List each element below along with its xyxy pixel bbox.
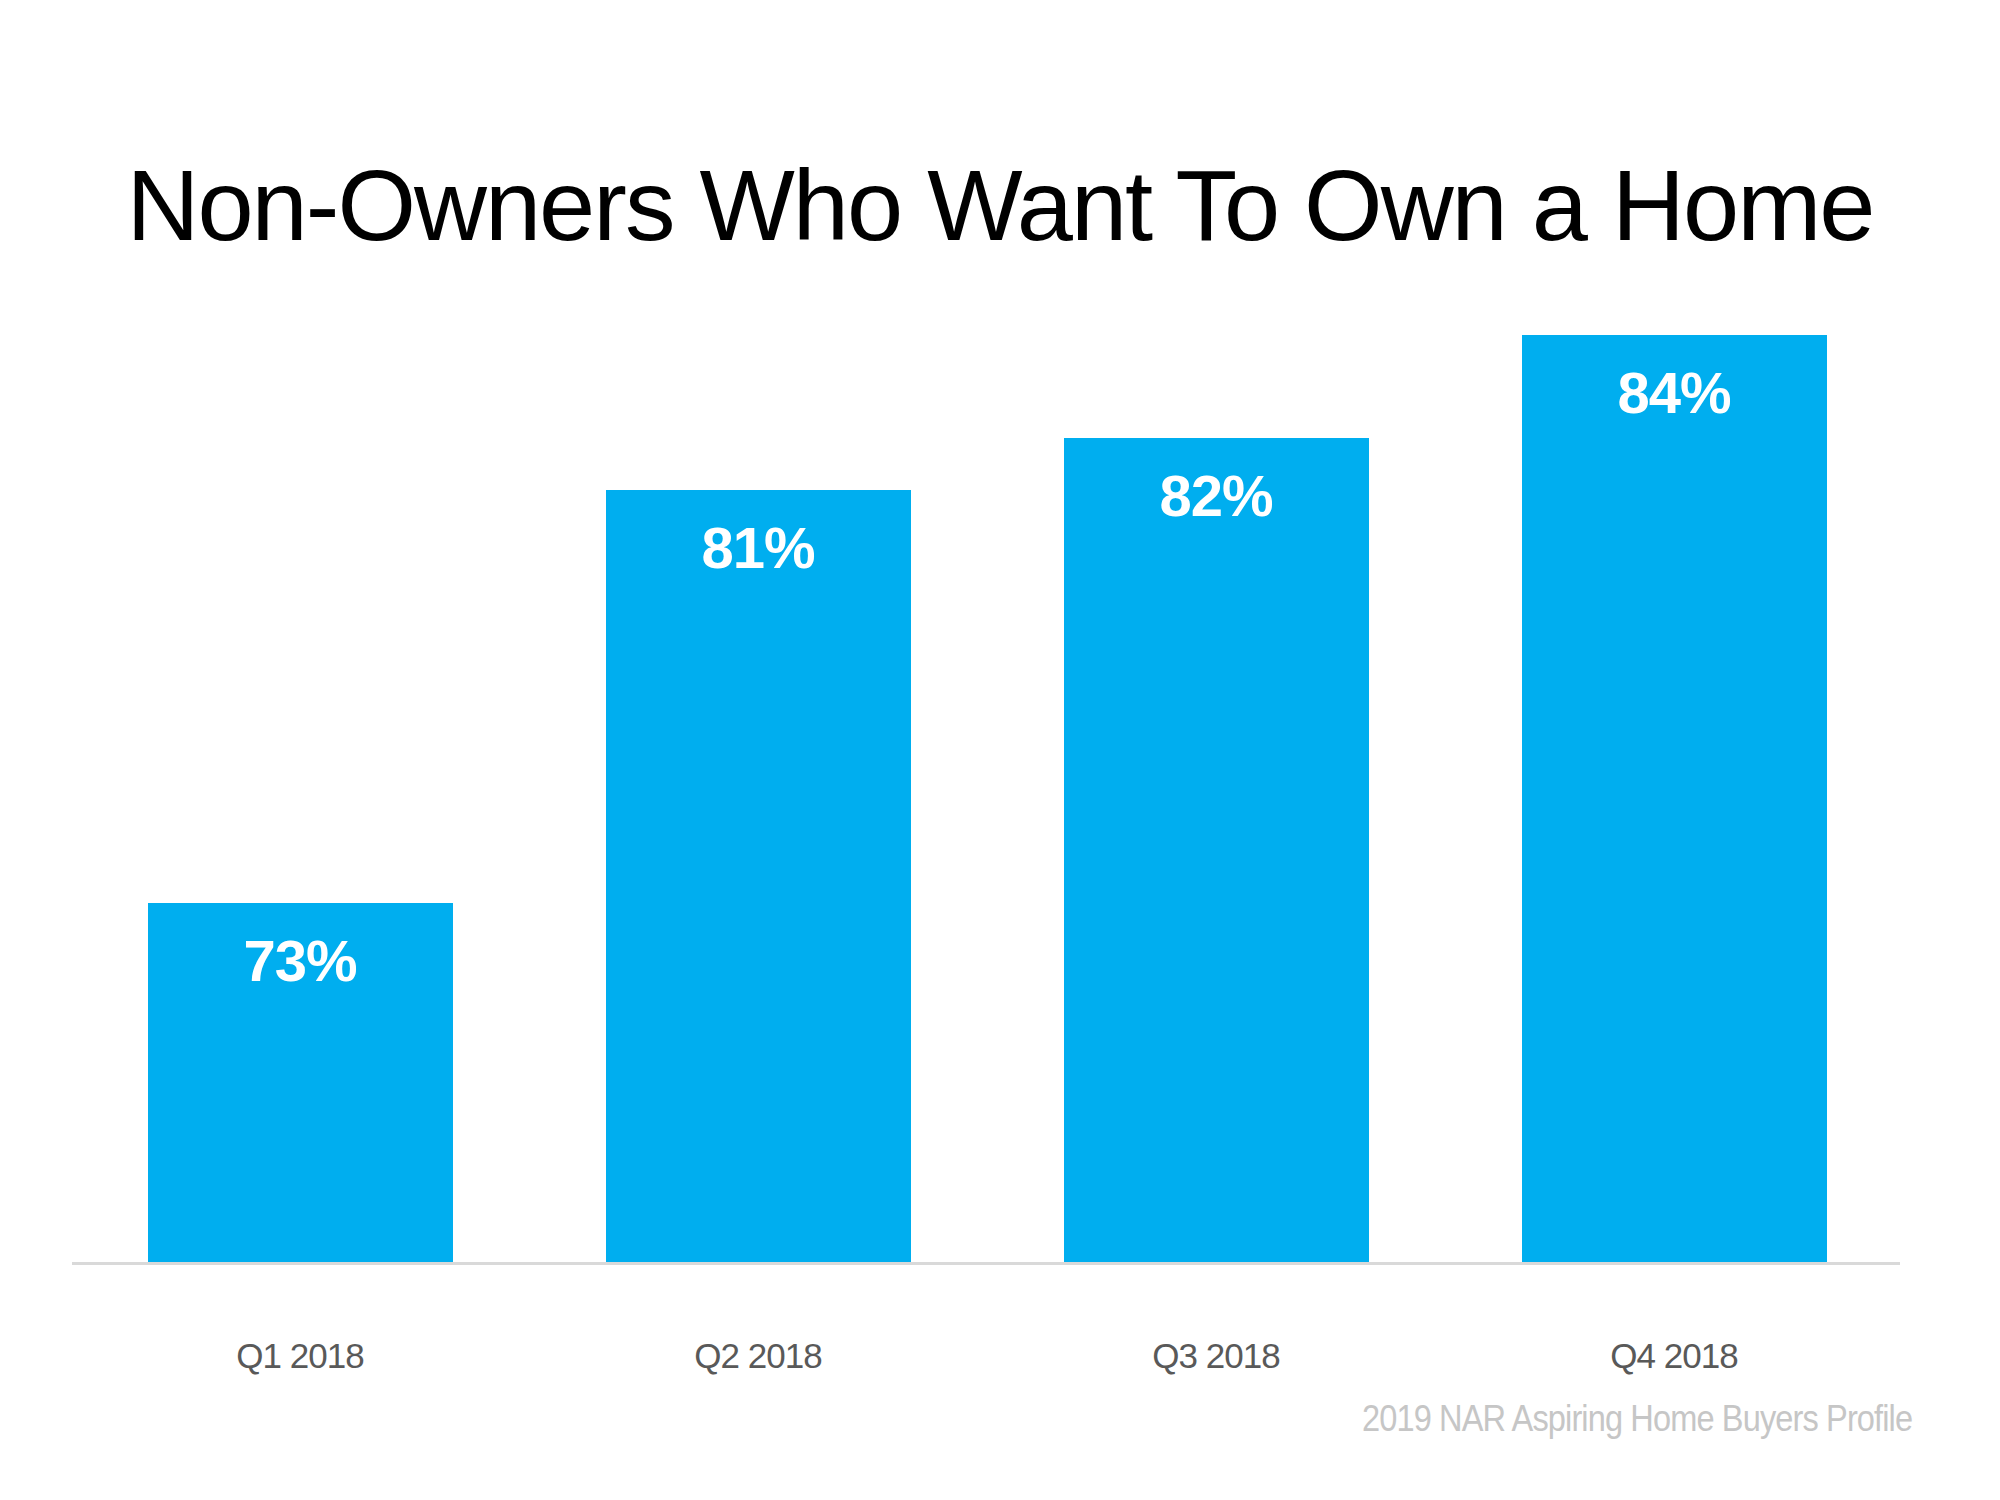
data-label-q2-2018: 81% [606,490,911,581]
bar-q2-2018: 81% [606,490,911,1264]
data-label-q1-2018: 73% [148,903,453,994]
data-label-q4-2018: 84% [1522,335,1827,426]
data-label-q3-2018: 82% [1064,438,1369,529]
bar-q3-2018: 82% [1064,438,1369,1264]
slide-canvas: { "title": "Non-Owners Who Want To Own a… [0,0,2000,1500]
bar-chart-plot-area: 73% 81% 82% 84% Q1 2018 Q2 2018 Q3 2018 Q4 201… [0,0,2000,1500]
x-axis-line [72,1262,1900,1265]
x-axis-label-q3-2018: Q3 2018 [1064,1336,1369,1376]
x-axis-label-q4-2018: Q4 2018 [1522,1336,1827,1376]
bar-q1-2018: 73% [148,903,453,1264]
x-axis-label-q2-2018: Q2 2018 [606,1336,911,1376]
bar-q4-2018: 84% [1522,335,1827,1264]
x-axis-label-q1-2018: Q1 2018 [148,1336,453,1376]
source-note: 2019 NAR Aspiring Home Buyers Profile [1362,1398,1912,1440]
